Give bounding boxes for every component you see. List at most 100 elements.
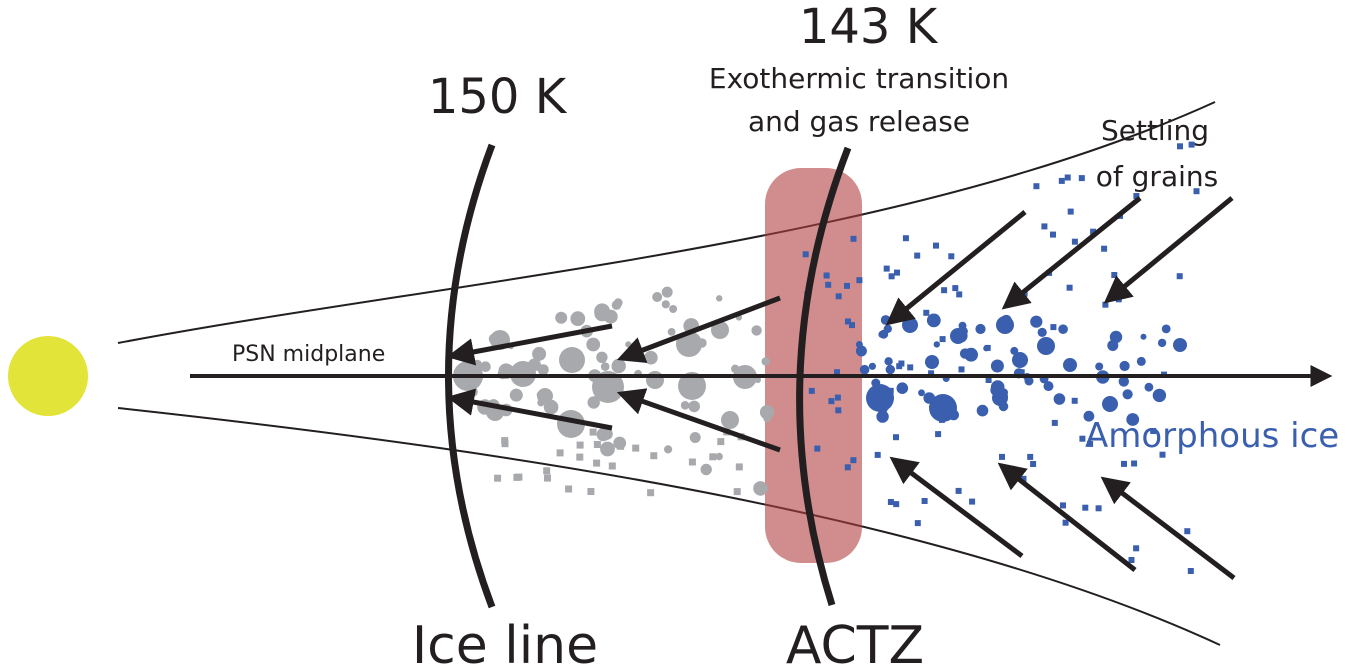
blue-grain <box>969 498 976 505</box>
blue-grain <box>834 394 841 401</box>
gray-grain <box>652 292 663 302</box>
blue-grain <box>825 281 832 288</box>
blue-grain <box>850 457 857 464</box>
blue-grain <box>1176 273 1183 280</box>
blue-grain <box>1122 389 1133 400</box>
gray-grain <box>697 338 707 348</box>
blue-grain <box>1111 272 1118 278</box>
ice-line-temperature: 150 K <box>428 69 568 125</box>
settling-arrow <box>997 462 1137 572</box>
blue-grain <box>1066 284 1073 291</box>
blue-grain <box>844 464 851 471</box>
blue-grain <box>1050 231 1056 238</box>
settling-arrow <box>1001 196 1142 310</box>
blue-grain <box>1187 568 1194 574</box>
blue-grain <box>933 341 940 348</box>
blue-grain <box>883 265 890 272</box>
gray-grain <box>515 473 523 481</box>
gray-grain <box>684 333 700 349</box>
blue-grain <box>828 398 835 405</box>
settling-arrow <box>1103 196 1234 304</box>
gray-grain <box>536 391 545 399</box>
blue-grain <box>1053 393 1066 405</box>
blue-grain <box>1071 397 1078 404</box>
gray-grain <box>543 399 559 415</box>
blue-grain <box>887 387 894 394</box>
blue-grain <box>849 322 855 329</box>
blue-grain <box>834 369 840 376</box>
blue-grain <box>1030 461 1037 467</box>
blue-grain <box>1058 177 1065 184</box>
gray-grain <box>467 386 478 398</box>
blue-grain <box>1079 435 1086 442</box>
gray-grain <box>630 342 638 351</box>
blue-grain <box>1157 338 1167 348</box>
actz-temperature: 143 K <box>799 0 939 55</box>
gray-grain <box>709 453 717 461</box>
blue-grain <box>1071 238 1078 245</box>
blue-grain <box>1087 440 1094 447</box>
blue-grain <box>1051 419 1058 426</box>
blue-grain <box>1128 557 1135 563</box>
gray-grain <box>763 414 771 423</box>
gray-grain <box>611 358 626 374</box>
blue-grain <box>1131 460 1138 467</box>
gray-grain <box>480 361 491 373</box>
gray-grain <box>754 376 761 383</box>
gray-grain <box>735 463 743 471</box>
gray-grain <box>565 485 573 493</box>
blue-grain <box>896 363 903 370</box>
gray-grain <box>613 382 621 390</box>
blue-grain <box>878 330 886 338</box>
blue-grain <box>948 409 959 421</box>
gray-grain <box>532 346 547 361</box>
gray-grain <box>716 295 723 302</box>
gray-grain <box>700 463 712 476</box>
gray-grain <box>667 328 676 336</box>
blue-grain <box>1060 502 1066 509</box>
blue-grain <box>956 291 963 298</box>
blue-grain <box>990 359 1004 373</box>
gray-grain <box>650 452 658 460</box>
blue-grain <box>1173 338 1187 352</box>
blue-grain <box>1027 453 1034 460</box>
gray-grain <box>736 377 747 389</box>
blue-grain <box>948 253 955 260</box>
blue-grain <box>1102 396 1118 412</box>
blue-grain <box>935 431 942 438</box>
blue-grain <box>941 287 948 294</box>
blue-grain <box>1018 369 1025 376</box>
gray-grain <box>721 411 739 429</box>
blue-grain <box>1041 223 1048 230</box>
gray-grain <box>688 458 696 466</box>
blue-grain <box>1083 410 1095 422</box>
blue-grain <box>1101 245 1108 252</box>
blue-grain <box>884 357 893 366</box>
settling-arrow <box>885 210 1027 326</box>
blue-grain <box>878 403 885 410</box>
sun-icon <box>8 336 88 416</box>
gray-grain <box>528 358 541 372</box>
settling-label-line1: Settling <box>1101 114 1209 147</box>
blue-grain <box>1161 324 1171 334</box>
gray-grain <box>689 432 701 443</box>
blue-grain <box>1058 324 1068 335</box>
blue-grain <box>918 389 925 397</box>
blue-grain <box>856 277 863 284</box>
blue-grain <box>938 416 945 423</box>
gray-grain <box>589 428 597 436</box>
blue-grain <box>1043 381 1054 392</box>
blue-grain <box>1062 519 1069 526</box>
blue-grain <box>808 387 815 394</box>
blue-grain <box>998 401 1009 412</box>
blue-grain <box>999 453 1005 460</box>
ice-line-label: Ice line <box>412 616 598 670</box>
blue-grain <box>964 347 978 362</box>
blue-grain <box>1140 333 1147 340</box>
blue-grain <box>1184 528 1191 535</box>
gray-grain <box>600 441 615 457</box>
gray-grain <box>555 311 568 324</box>
gray-grain <box>753 481 768 496</box>
gray-grain <box>587 396 600 409</box>
blue-grain <box>1121 460 1127 467</box>
